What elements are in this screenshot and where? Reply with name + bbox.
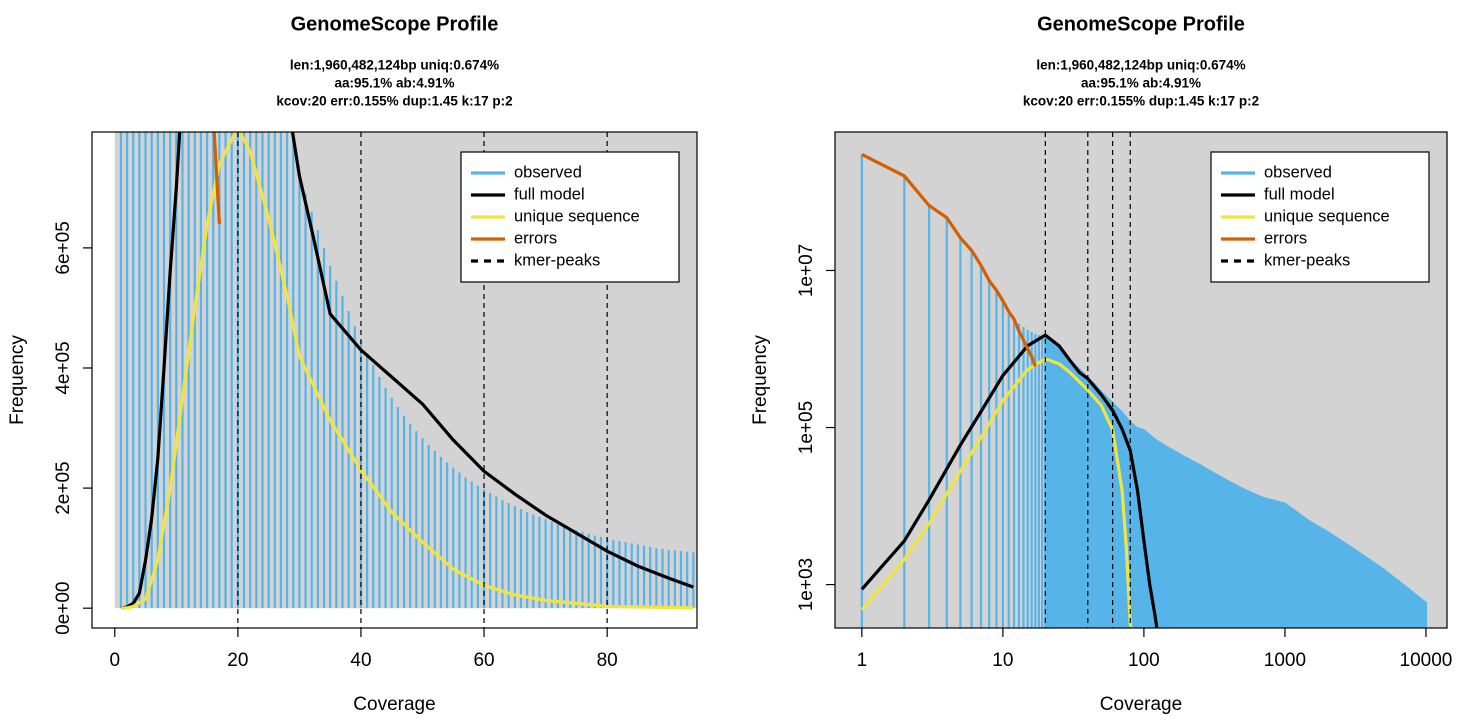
x-tick-label: 10 [992,650,1013,671]
x-tick-label: 20 [227,650,248,671]
x-tick-label: 100 [1128,650,1160,671]
chart-subtitle: len:1,960,482,124bp uniq:0.674% [1036,58,1245,73]
legend-label: errors [514,229,557,247]
observed-area [1228,480,1243,628]
legend-label: full model [1264,185,1335,203]
chart-title: GenomeScope Profile [1037,13,1245,35]
observed-area [1327,530,1353,628]
legend-label: kmer-peaks [1264,251,1350,269]
y-tick-label: 1e+05 [796,401,817,454]
observed-area [1168,446,1187,628]
plot-area [860,132,1428,628]
y-tick-label: 6e+05 [53,221,74,274]
legend-label: unique sequence [1264,207,1390,225]
observed-area [1351,546,1371,628]
y-tick-label: 2e+05 [53,461,74,514]
legend-label: errors [1264,229,1307,247]
x-tick-label: 1000 [1264,650,1306,671]
x-tick-label: 10000 [1400,650,1453,671]
panel: GenomeScope Profile len:1,960,482,124bp u… [750,13,1452,715]
y-axis-label: Frequency [750,335,771,425]
chart-subtitle: aa:95.1% ab:4.91% [1081,76,1201,91]
y-axis-label: Frequency [7,335,28,425]
model-line [212,132,221,224]
panel: GenomeScope Profile len:1,960,482,124bp u… [7,13,698,715]
legend-label: kmer-peaks [514,251,600,269]
legend-label: observed [514,163,582,181]
x-tick-label: 60 [473,650,494,671]
y-tick-label: 1e+07 [796,244,817,297]
legend-label: observed [1264,163,1332,181]
legend: observed full model unique sequence errors k… [1210,151,1430,283]
y-tick-label: 4e+05 [53,341,74,394]
x-axis-label: Coverage [353,694,435,715]
observed-area [1369,558,1384,628]
y-tick-label: 0e+00 [53,581,74,634]
y-tick-label: 1e+03 [796,558,817,611]
x-tick-label: 40 [350,650,371,671]
x-tick-label: 1 [857,650,868,671]
observed-area [1210,470,1230,628]
chart-title: GenomeScope Profile [291,13,499,35]
model-line [860,357,1133,628]
plot-frame [834,131,1448,629]
observed-area [1069,359,1080,628]
observed-area [1309,520,1328,628]
model-line [861,153,1037,367]
chart-subtitle: kcov:20 err:0.155% dup:1.45 k:17 p:2 [1023,94,1259,109]
observed-area [1154,438,1170,628]
model-line [120,132,694,610]
x-tick-label: 0 [109,650,120,671]
legend-label: unique sequence [514,207,640,225]
model-line [860,333,1159,628]
observed-area [1242,487,1264,628]
x-axis-label: Coverage [1100,694,1182,715]
chart-subtitle: aa:95.1% ab:4.91% [334,76,454,91]
observed-area [1199,463,1212,628]
legend-label: full model [514,185,585,203]
observed-area [1262,496,1286,628]
x-tick-label: 80 [597,650,618,671]
plot-frame [91,131,698,629]
observed-area [1284,502,1311,628]
chart-subtitle: len:1,960,482,124bp uniq:0.674% [290,58,499,73]
observed-area [1186,456,1201,628]
chart-subtitle: kcov:20 err:0.155% dup:1.45 k:17 p:2 [276,94,512,109]
observed-area [1079,368,1089,628]
legend: observed full model unique sequence errors k… [460,151,680,283]
